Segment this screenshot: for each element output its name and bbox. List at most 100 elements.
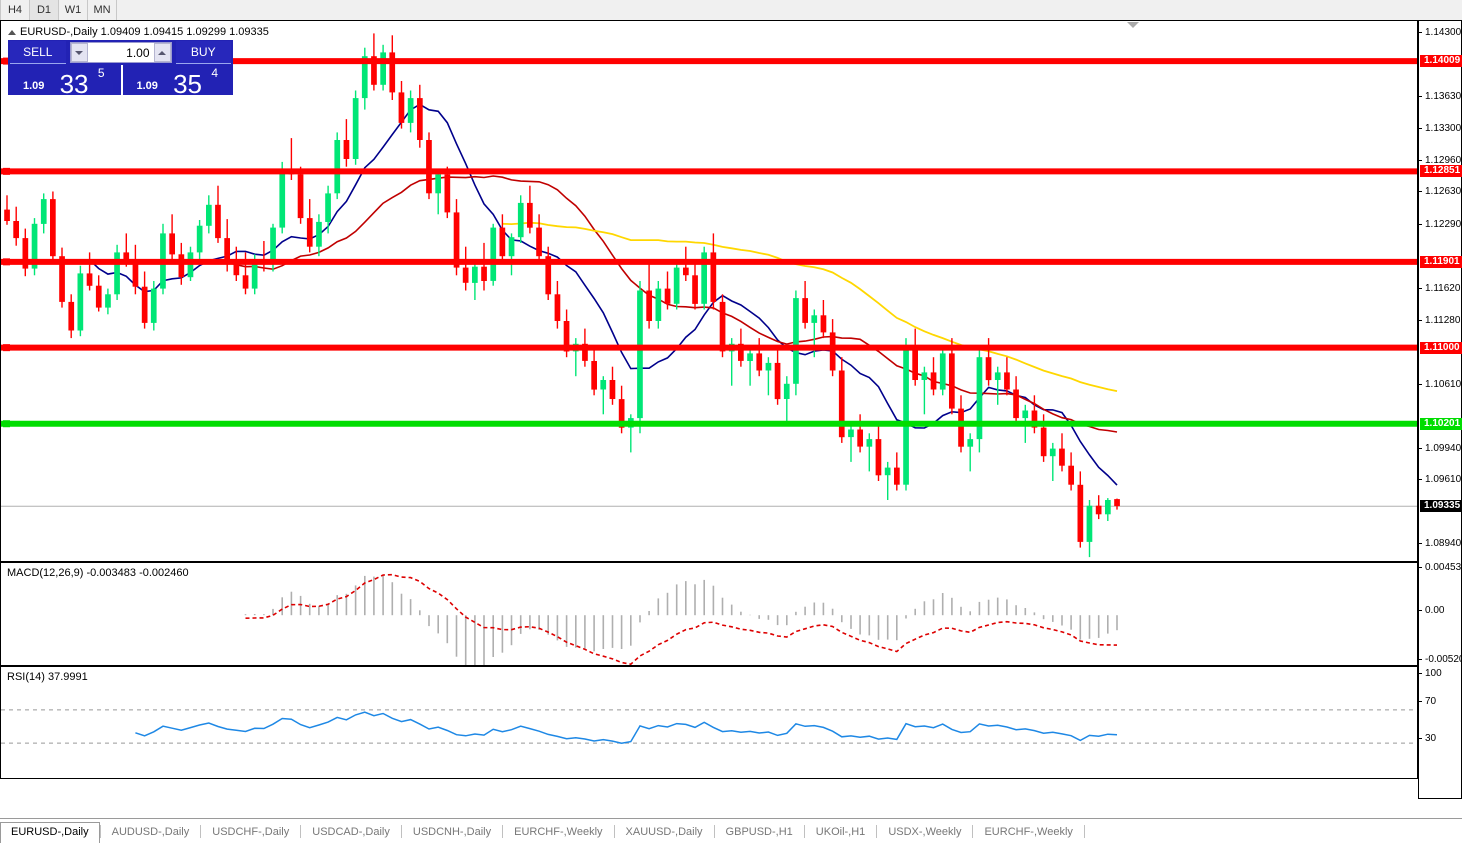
timeframe-d1[interactable]: D1 — [30, 0, 59, 20]
candle-body — [389, 52, 396, 93]
one-click-trading-panel[interactable]: SELL 1.00 BUY 1.09 33 5 1.09 35 4 — [8, 40, 233, 99]
candle-body — [1049, 448, 1056, 457]
chart-tab-xauusddaily[interactable]: XAUUSD-,Daily — [625, 826, 703, 838]
chart-tabbar[interactable]: EURUSD-,Daily AUDUSD-,Daily USDCHF-,Daily U… — [0, 818, 1462, 843]
price-pane[interactable] — [0, 21, 1418, 562]
candle-body — [206, 204, 212, 226]
price-tag-resistance[interactable]: 1.11000 — [1420, 341, 1462, 354]
chart-tab-usdcaddaily[interactable]: USDCAD-,Daily — [312, 826, 390, 838]
candle-body — [444, 174, 451, 213]
chart-tab-eurchfweekly[interactable]: EURCHF-,Weekly — [984, 826, 1073, 838]
level-anchor-handle[interactable] — [3, 57, 10, 65]
ask-quote[interactable]: 1.09 35 4 — [120, 65, 233, 99]
rsi-pane[interactable]: RSI(14) 37.9991 — [0, 666, 1418, 779]
chart-tab-eurchfweekly[interactable]: EURCHF-,Weekly — [514, 826, 603, 838]
tab-separator — [713, 825, 715, 838]
candle-body — [820, 315, 827, 333]
macd-tick: 0.00 — [1419, 605, 1444, 616]
level-anchor-handle[interactable] — [3, 344, 10, 352]
volume-input[interactable]: 1.00 — [126, 45, 150, 60]
buy-button[interactable]: BUY — [175, 41, 231, 64]
sell-button[interactable]: SELL — [10, 41, 66, 64]
trade-panel-quote-row: 1.09 33 5 1.09 35 4 — [8, 65, 233, 99]
candle-body — [811, 315, 818, 323]
price-tick: 1.14300 — [1419, 28, 1461, 38]
candle-body — [829, 332, 836, 371]
price-tag-resistance[interactable]: 1.11901 — [1420, 255, 1462, 268]
level-anchor-handle[interactable] — [3, 258, 10, 266]
candle-body — [1114, 499, 1120, 507]
price-tag-resistance[interactable]: 1.14009 — [1420, 55, 1462, 68]
candle-body — [40, 199, 47, 224]
bid-price-big: 33 — [59, 69, 89, 99]
rsi-tick: 70 — [1419, 696, 1436, 707]
tab-separator — [1083, 825, 1085, 838]
macd-canvas[interactable] — [1, 563, 1417, 665]
candle-body — [68, 301, 75, 331]
chart-tab-eurusddaily[interactable]: EURUSD-,Daily — [0, 822, 100, 843]
chart-tab-gbpusdh1[interactable]: GBPUSD-,H1 — [725, 826, 793, 838]
candle-body — [646, 290, 652, 321]
ma-fast-line — [89, 103, 1118, 486]
chart-tab-audusddaily[interactable]: AUDUSD-,Daily — [111, 826, 190, 838]
candle-body — [683, 267, 689, 276]
candle-body — [50, 199, 56, 257]
candle-body — [701, 252, 707, 304]
candle-body — [481, 266, 487, 281]
level-anchor-handle[interactable] — [3, 420, 10, 428]
price-tick: 1.09610 — [1419, 475, 1461, 485]
candle-body — [233, 263, 240, 276]
candle-body — [59, 256, 65, 302]
chart-tab-ukoilh1[interactable]: UKOil-,H1 — [815, 826, 866, 838]
chart-tab-usdxweekly[interactable]: USDX-,Weekly — [888, 826, 962, 838]
candle-body — [673, 267, 680, 304]
timeframe-mn[interactable]: MN — [88, 0, 117, 20]
candle-body — [591, 361, 597, 390]
collapse-triangle-icon[interactable] — [8, 29, 16, 35]
candle-body — [765, 362, 772, 371]
candle-body — [517, 202, 524, 238]
price-tag-resistance[interactable]: 1.12851 — [1420, 165, 1462, 178]
candle-body — [490, 227, 497, 281]
candle-body — [582, 343, 588, 361]
macd-pane[interactable]: MACD(12,26,9) -0.003483 -0.002460 — [0, 562, 1418, 666]
candle-body — [4, 209, 10, 221]
candle-body — [1095, 505, 1102, 515]
chart-tab-usdchfdaily[interactable]: USDCHF-,Daily — [212, 826, 290, 838]
candle-body — [398, 92, 405, 123]
bid-quote[interactable]: 1.09 33 5 — [9, 65, 119, 99]
candle-body — [178, 254, 185, 278]
candle-body — [169, 233, 175, 255]
candle-body — [105, 294, 111, 308]
tab-separator — [200, 825, 202, 838]
price-scale[interactable]: 1.14300 1.13630 1.13300 1.12960 1.12630 1.122… — [1418, 21, 1462, 799]
macd-signal-line — [245, 573, 1118, 665]
volume-stepper[interactable]: 1.00 — [69, 42, 172, 63]
price-chart-canvas[interactable] — [1, 21, 1417, 560]
candle-body — [453, 212, 460, 268]
rsi-canvas[interactable] — [1, 667, 1417, 778]
candle-body — [536, 227, 542, 257]
price-tag-last[interactable]: 1.09335 — [1420, 500, 1462, 513]
timeframe-w1[interactable]: W1 — [59, 0, 88, 20]
volume-increment-button[interactable] — [153, 43, 171, 62]
candle-body — [343, 140, 350, 159]
macd-tick: 0.004536 — [1419, 563, 1462, 573]
level-anchor-handle[interactable] — [3, 167, 10, 175]
candle-body — [1105, 500, 1111, 515]
price-tick: 1.11280 — [1419, 315, 1460, 326]
timeframe-h4[interactable]: H4 — [0, 0, 30, 20]
candle-body — [655, 288, 662, 321]
candle-body — [1040, 427, 1047, 457]
tab-separator — [613, 825, 615, 838]
volume-decrement-button[interactable] — [70, 43, 88, 62]
candle-body — [894, 467, 900, 485]
candle-body — [279, 168, 286, 228]
price-tag-support[interactable]: 1.10201 — [1420, 417, 1462, 430]
candle-body — [141, 286, 148, 323]
ask-price-big: 35 — [173, 69, 202, 99]
chart-tab-usdcnhdaily[interactable]: USDCNH-,Daily — [412, 826, 492, 838]
rsi-line — [135, 711, 1118, 744]
candle-body — [774, 362, 781, 400]
candle-body — [242, 275, 249, 289]
